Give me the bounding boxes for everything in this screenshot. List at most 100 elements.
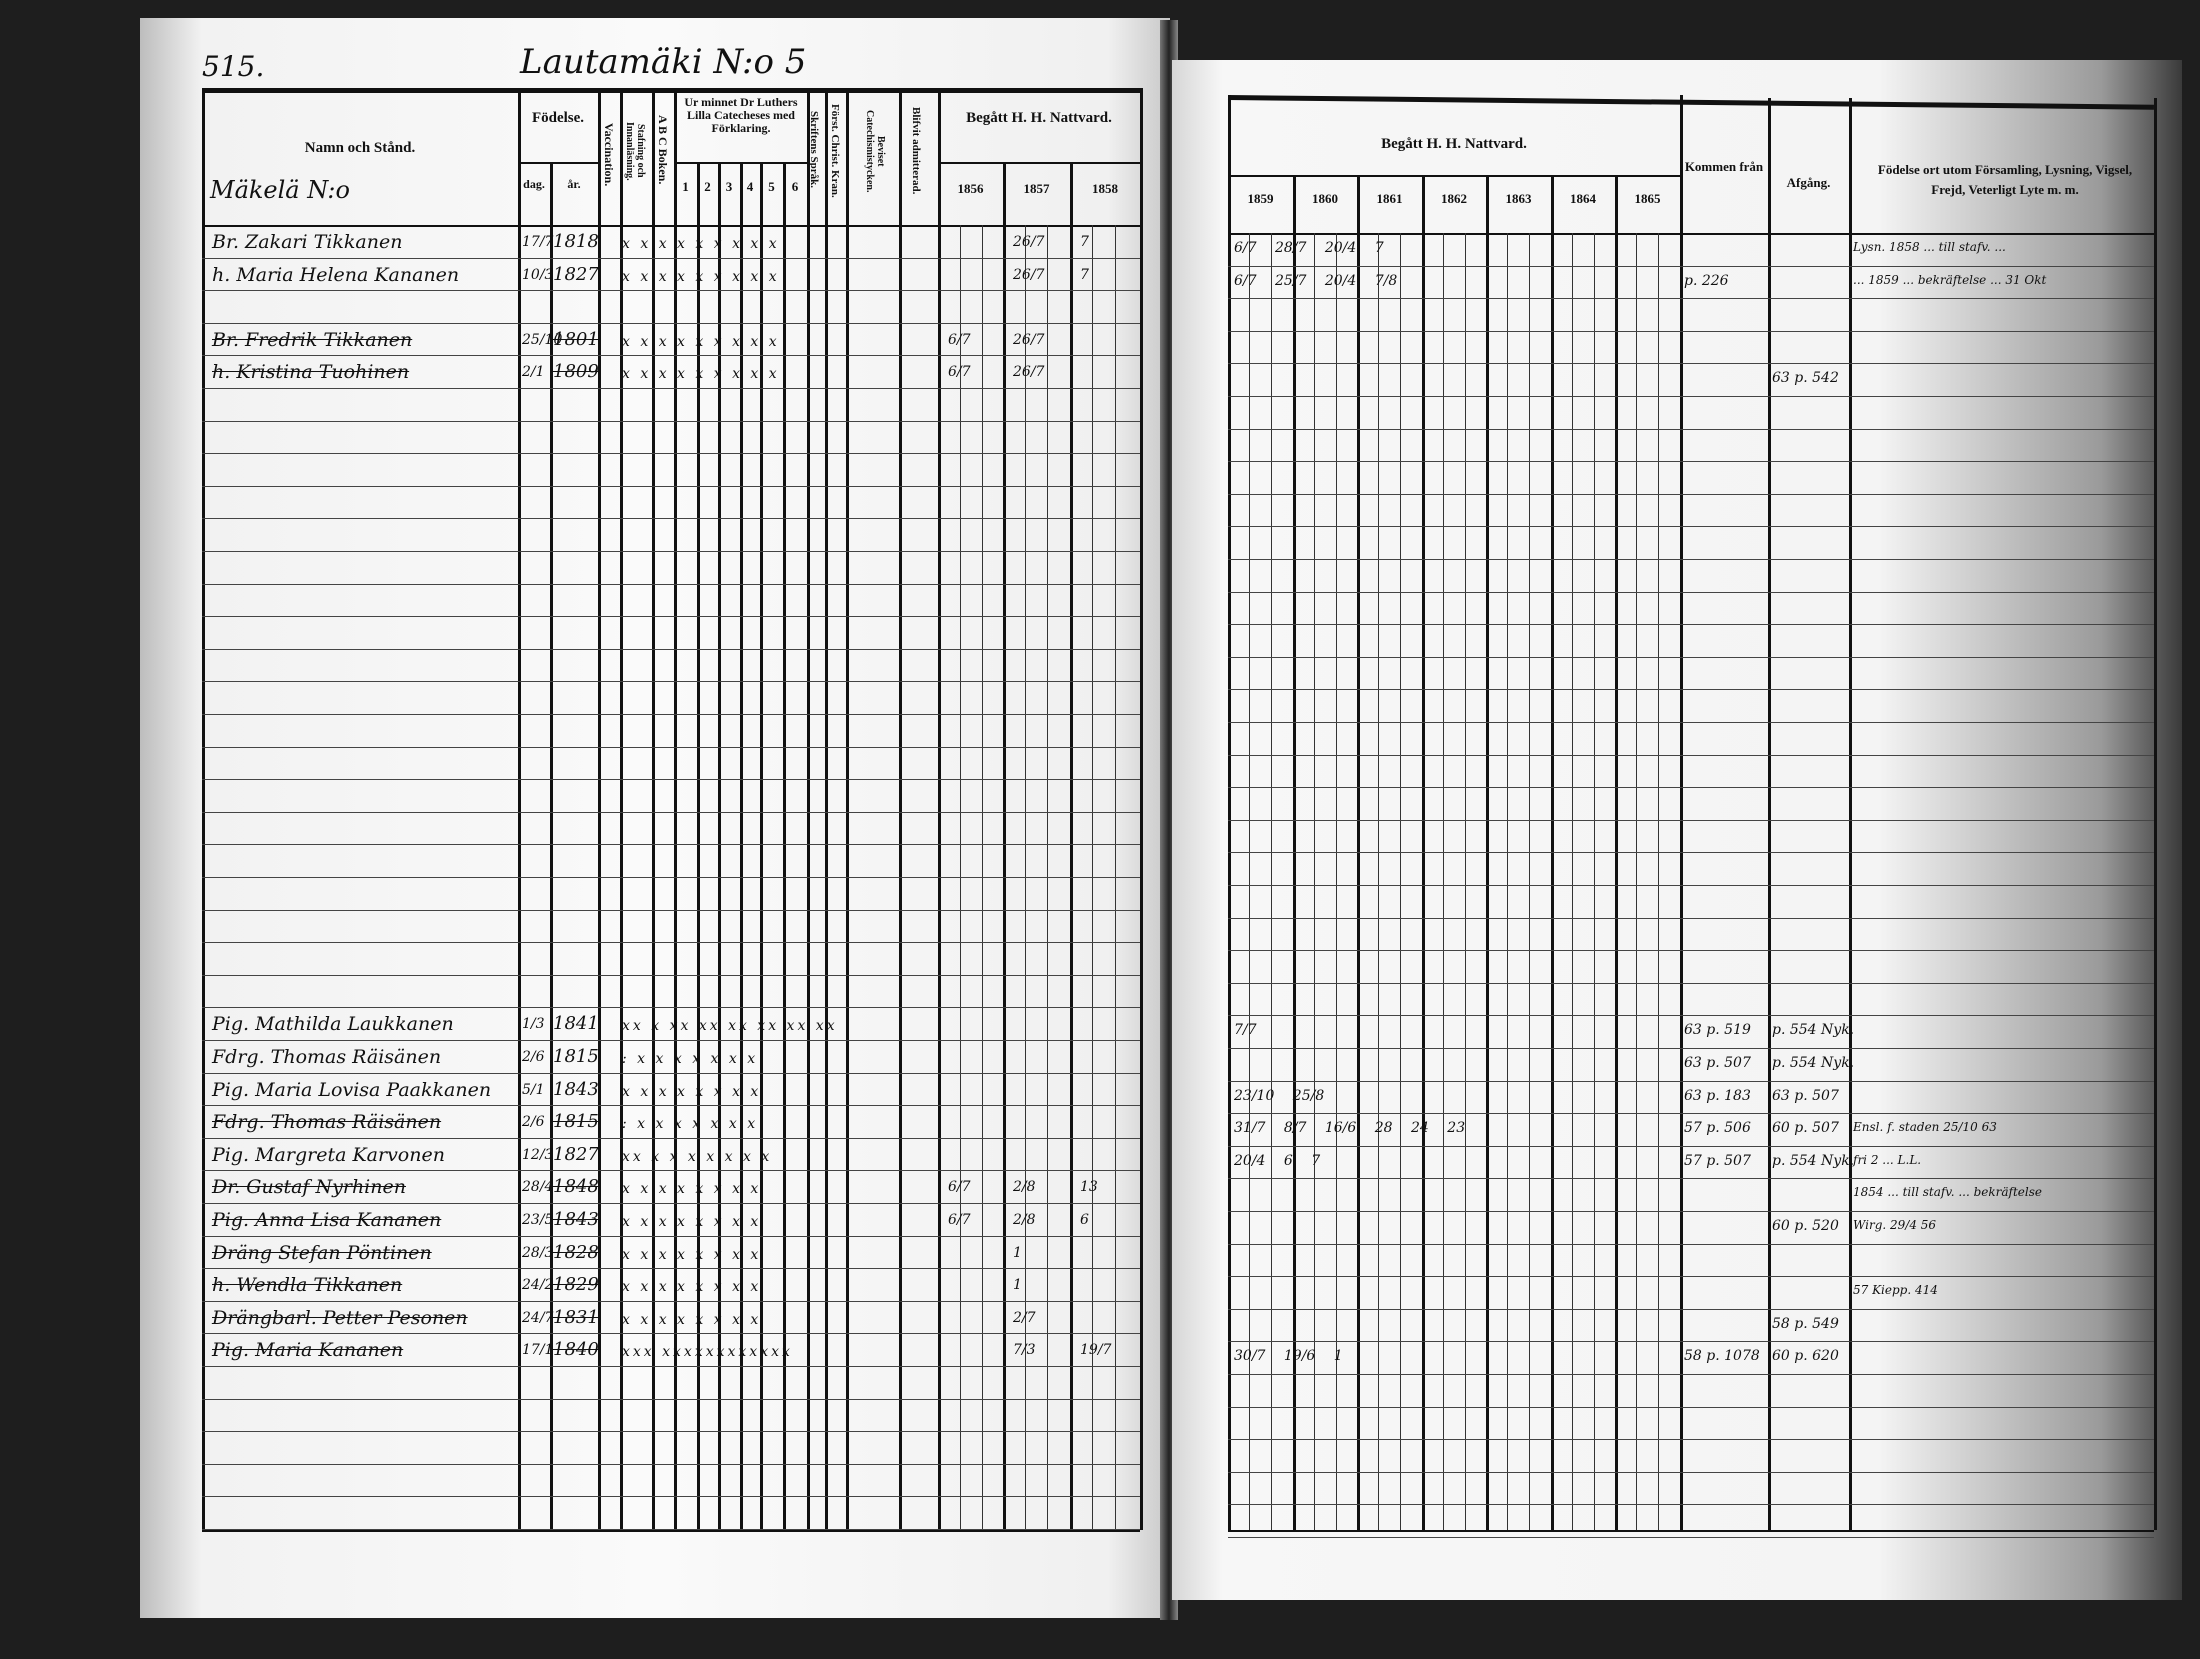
person-name: Fdrg. Thomas Räisänen xyxy=(212,1046,442,1068)
header-communion-right: Begått H. H. Nattvard. xyxy=(1381,136,1527,152)
remark: 57 Kiepp. 414 xyxy=(1853,1283,1938,1297)
remark: Ensl. f. staden 25/10 63 xyxy=(1853,1120,1997,1134)
sub-column-rule xyxy=(1572,233,1573,1530)
birth-day: 17/1 xyxy=(522,1342,554,1358)
communion-date: 2/8 xyxy=(1013,1179,1036,1195)
birth-year: 1843 xyxy=(553,1079,599,1100)
table-top-rule xyxy=(202,88,1140,93)
communion-date: 1 xyxy=(1013,1277,1022,1293)
row-rule xyxy=(1228,1341,2154,1342)
header-catechism: Ur minnet Dr Luthers Lilla Catecheses me… xyxy=(684,95,798,136)
header-bottom-rule xyxy=(1228,233,2154,235)
communion-date: 6/7 xyxy=(948,332,971,348)
communion-date: 6/7 xyxy=(948,1179,971,1195)
arrived-from: p. 226 xyxy=(1684,273,1729,289)
column-rule xyxy=(620,88,623,1530)
column-rule xyxy=(899,88,902,1530)
person-name: Pig. Margreta Karvonen xyxy=(212,1144,445,1166)
row-rule xyxy=(202,1105,1140,1106)
column-rule xyxy=(825,88,828,1530)
column-rule xyxy=(697,162,700,1530)
row-rule xyxy=(1228,1537,2154,1538)
arrived-from: 57 p. 507 xyxy=(1684,1153,1751,1169)
row-rule xyxy=(202,649,1140,650)
birth-year: 1815 xyxy=(553,1111,599,1132)
knowledge-marks: xxx xxxxxxxxxxxx xyxy=(622,1344,793,1360)
knowledge-marks: x x x x x x x x xyxy=(622,1247,762,1263)
sub-column-rule xyxy=(1507,233,1508,1530)
header-birth-year: år. xyxy=(567,177,581,191)
birth-day: 2/6 xyxy=(522,1049,545,1065)
row-rule xyxy=(1228,1244,2154,1245)
birth-day: 24/7 xyxy=(522,1310,554,1326)
header-departure: Afgång. xyxy=(1786,175,1831,190)
header-year: 1865 xyxy=(1634,191,1661,206)
row-rule xyxy=(202,518,1140,519)
communion-date: 2/8 xyxy=(1013,1212,1036,1228)
column-rule xyxy=(1070,162,1073,1530)
row-rule xyxy=(202,355,1140,356)
row-rule xyxy=(202,1268,1140,1269)
person-name: h. Kristina Tuohinen xyxy=(212,361,410,383)
row-rule xyxy=(1228,298,2154,299)
header-christ: Först. Christ. Kran. xyxy=(829,104,842,198)
knowledge-marks: x x x x x x x x x xyxy=(622,366,780,382)
row-rule xyxy=(1228,950,2154,951)
communion-dates: 6/7 28/7 20/4 7 xyxy=(1234,240,1384,256)
remark: ... 1859 ... bekräftelse ... 31 Okt xyxy=(1853,273,2047,287)
header-catechism-part: 2 xyxy=(704,179,711,194)
row-rule xyxy=(1228,1081,2154,1082)
person-name: Pig. Mathilda Laukkanen xyxy=(212,1013,454,1035)
column-rule xyxy=(2154,98,2157,1530)
communion-date: 6 xyxy=(1080,1212,1089,1228)
person-name: Dr. Gustaf Nyrhinen xyxy=(212,1176,406,1198)
arrived-from: 63 p. 519 xyxy=(1684,1022,1751,1038)
row-rule xyxy=(1228,885,2154,886)
table-bottom-rule xyxy=(202,1530,1140,1532)
row-rule xyxy=(1228,1309,2154,1310)
birth-year: 1818 xyxy=(553,231,599,252)
birth-day: 2/6 xyxy=(522,1114,545,1130)
row-rule xyxy=(1228,787,2154,788)
column-rule xyxy=(1003,162,1006,1530)
row-rule xyxy=(202,747,1140,748)
birth-year: 1829 xyxy=(553,1274,599,1295)
row-rule xyxy=(1228,494,2154,495)
column-rule xyxy=(518,88,521,1530)
subheader-rule xyxy=(1228,175,1680,177)
communion-dates: 30/7 19/6 1 xyxy=(1234,1348,1343,1364)
header-year: 1856 xyxy=(957,181,984,196)
row-rule xyxy=(202,714,1140,715)
knowledge-marks: x x x x x x x x xyxy=(622,1312,762,1328)
header-catechism-part: 6 xyxy=(791,179,799,194)
header-year: 1860 xyxy=(1312,191,1338,206)
communion-dates: 20/4 6 7 xyxy=(1234,1153,1321,1169)
header-from: Kommen från xyxy=(1684,159,1764,174)
header-abc: A B C Boken. xyxy=(656,115,671,185)
header-year: 1862 xyxy=(1441,191,1467,206)
communion-date: 26/7 xyxy=(1013,364,1045,380)
row-rule xyxy=(1228,689,2154,690)
communion-dates: 31/7 8/7 16/6 28 24 23 xyxy=(1234,1120,1466,1136)
header-year: 1861 xyxy=(1376,191,1403,206)
header-notes: Födelse ort utom Församling, Lysning, Vi… xyxy=(1877,162,2133,197)
row-rule xyxy=(202,681,1140,682)
header-bottom-rule xyxy=(202,225,1140,227)
column-rule xyxy=(1768,98,1771,1530)
arrived-from: 63 p. 507 xyxy=(1684,1055,1751,1071)
birth-year: 1815 xyxy=(553,1046,599,1067)
row-rule xyxy=(202,258,1140,259)
sub-column-rule xyxy=(1636,233,1637,1530)
row-rule xyxy=(1228,624,2154,625)
row-rule xyxy=(202,1464,1140,1465)
departure: 60 p. 620 xyxy=(1772,1348,1839,1364)
header-year: 1859 xyxy=(1247,191,1274,206)
sub-column-rule xyxy=(1400,233,1401,1530)
person-name: Br. Zakari Tikkanen xyxy=(212,231,403,253)
departure: 58 p. 549 xyxy=(1772,1316,1839,1332)
communion-date: 13 xyxy=(1080,1179,1098,1195)
birth-year: 1827 xyxy=(553,264,599,285)
row-rule xyxy=(1228,331,2154,332)
sub-column-rule xyxy=(1336,233,1337,1530)
right-page xyxy=(1172,60,2182,1600)
